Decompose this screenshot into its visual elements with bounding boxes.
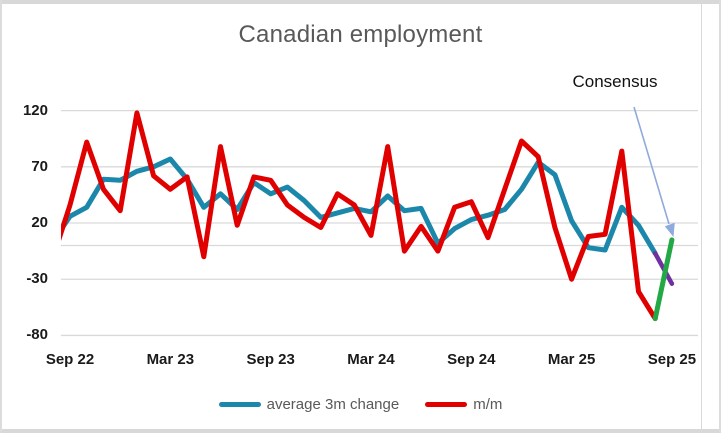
legend-swatch: [218, 401, 261, 407]
x-tick-label: Sep 22: [45, 351, 95, 368]
frame-inner-right-line: [701, 0, 702, 433]
y-tick-label: -30: [26, 270, 48, 288]
chart-legend: average 3m change m/m: [0, 394, 721, 414]
x-tick-label: Sep 24: [447, 351, 496, 368]
series-line-m-m: [61, 110, 658, 322]
frame-left-edge: [0, 0, 2, 433]
consensus-arrow-head: [664, 222, 675, 237]
y-tick-label: 120: [22, 101, 48, 119]
legend-swatch: [425, 401, 468, 407]
legend-item-m-m: m/m: [425, 396, 502, 413]
y-tick-label: 20: [31, 214, 48, 232]
legend-label: m/m: [473, 395, 503, 413]
frame-top-edge: [0, 0, 721, 4]
x-tick-label: Mar 24: [347, 351, 395, 368]
y-tick-label: 70: [31, 157, 48, 175]
y-tick-label: -80: [26, 326, 48, 344]
frame-right-edge: [719, 0, 721, 433]
x-tick-label: Sep 23: [246, 351, 295, 368]
x-tick-label: Mar 25: [547, 351, 596, 368]
frame-bottom-edge: [0, 429, 721, 433]
consensus-annotation-label: Consensus: [572, 72, 658, 91]
chart-title: Canadian employment: [238, 21, 483, 48]
legend-item-average-3m-change: average 3m change: [218, 395, 400, 413]
legend-label: average 3m change: [266, 395, 400, 413]
x-tick-label: Sep 25: [647, 351, 697, 368]
series-line-consensus: [652, 237, 675, 322]
consensus-arrow-line: [633, 106, 670, 225]
x-tick-label: Mar 23: [146, 351, 195, 368]
